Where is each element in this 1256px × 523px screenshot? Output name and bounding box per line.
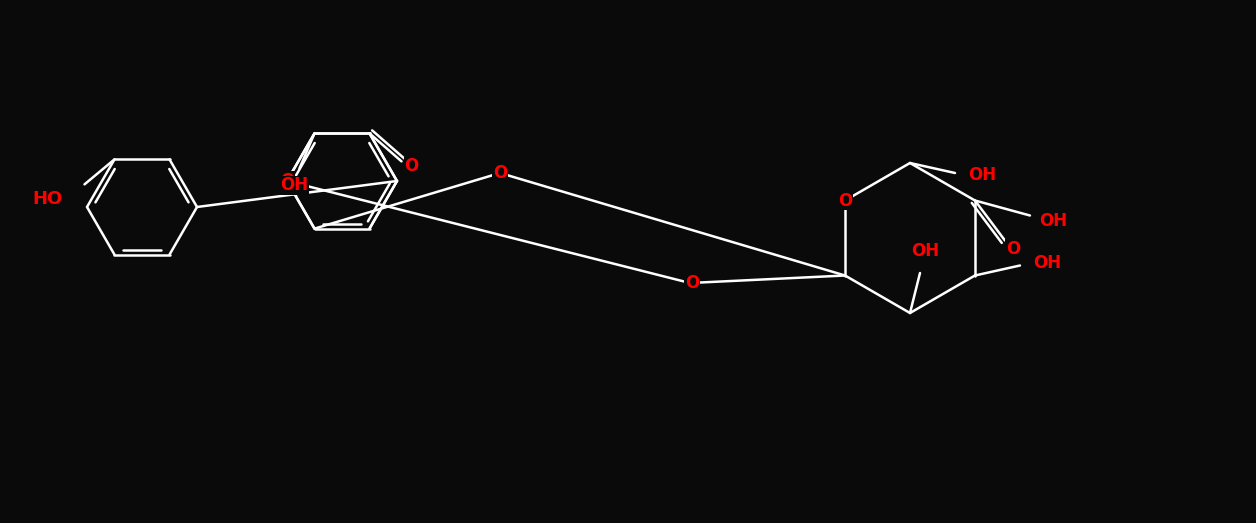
Text: OH: OH — [280, 176, 309, 195]
Text: HO: HO — [33, 190, 63, 208]
Text: OH: OH — [1039, 211, 1068, 230]
Text: OH: OH — [1032, 255, 1061, 272]
Text: O: O — [685, 274, 700, 292]
Text: OH: OH — [911, 242, 939, 260]
Text: O: O — [838, 191, 852, 210]
Text: O: O — [1006, 240, 1020, 257]
Text: OH: OH — [968, 166, 996, 184]
Text: O: O — [492, 164, 507, 182]
Text: O: O — [280, 172, 294, 190]
Text: O: O — [404, 157, 418, 175]
